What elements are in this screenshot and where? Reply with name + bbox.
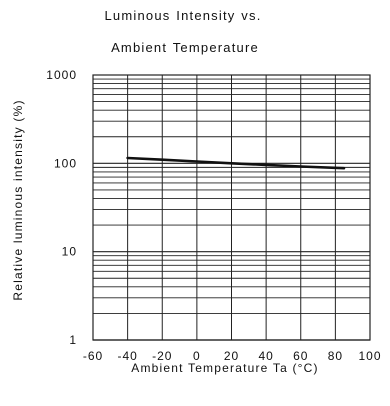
x-tick-label: -60 bbox=[83, 349, 103, 363]
y-tick-labels: 1 10 100 1000 bbox=[46, 68, 77, 347]
series-layer bbox=[126, 156, 346, 170]
x-tick-label: -20 bbox=[152, 349, 172, 363]
x-axis-label: Ambient Temperature Ta (°C) bbox=[131, 361, 319, 375]
y-tick-label: 100 bbox=[54, 156, 77, 170]
y-tick-label: 10 bbox=[62, 245, 77, 259]
x-tick-label: 40 bbox=[258, 349, 273, 363]
plot-border bbox=[92, 74, 371, 341]
x-tick-label: 100 bbox=[358, 349, 381, 363]
y-tick-label: 1000 bbox=[46, 68, 77, 82]
x-tick-label: -40 bbox=[117, 349, 137, 363]
x-tick-label: 0 bbox=[193, 349, 201, 363]
plot-frame bbox=[92, 74, 371, 341]
chart-title-line-2: Ambient Temperature bbox=[111, 40, 259, 55]
y-axis-label: Relative luminous intensity (%) bbox=[11, 99, 25, 300]
series-line bbox=[126, 156, 346, 170]
x-tick-label: 80 bbox=[328, 349, 343, 363]
x-tick-label: 60 bbox=[293, 349, 308, 363]
x-tick-labels: -60 -40 -20 0 20 40 60 80 100 bbox=[83, 349, 381, 363]
x-tick-label: 20 bbox=[224, 349, 239, 363]
chart-title-line-1: Luminous Intensity vs. bbox=[104, 8, 262, 23]
grid bbox=[92, 75, 371, 341]
y-tick-label: 1 bbox=[69, 333, 77, 347]
